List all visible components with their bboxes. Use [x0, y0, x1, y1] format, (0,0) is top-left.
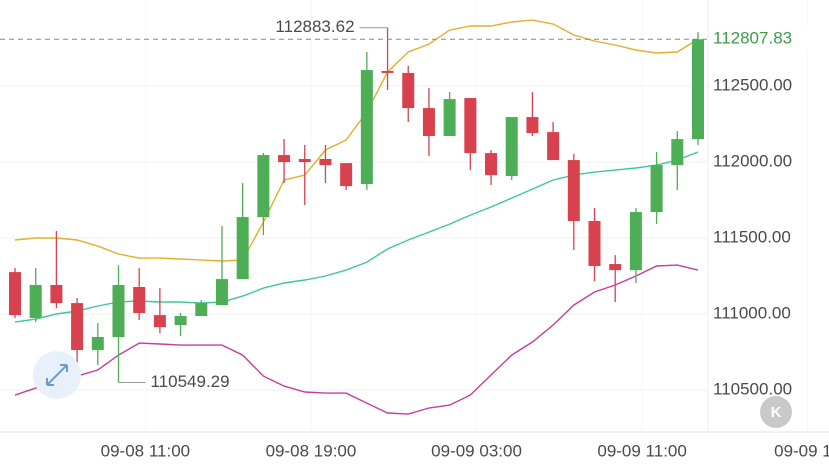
- k-button-label[interactable]: K: [771, 404, 782, 421]
- x-tick-label: 09-09 03:00: [431, 441, 522, 460]
- x-tick-label: 09-08 19:00: [266, 441, 357, 460]
- candle-body: [29, 285, 42, 318]
- candle-body: [319, 158, 332, 166]
- y-tick-label: 110500.00: [713, 380, 792, 399]
- x-tick-label: 09-09 11:00: [597, 441, 686, 460]
- candle-body: [402, 72, 415, 109]
- low-annotation: 110549.29: [150, 372, 229, 391]
- indicator-line: [14, 264, 699, 415]
- candle-body: [381, 70, 394, 73]
- candle-body: [71, 303, 84, 351]
- candle-body: [485, 153, 498, 176]
- candle-body: [174, 316, 187, 325]
- y-tick-label: 111500.00: [713, 228, 791, 247]
- candle-body: [505, 117, 518, 177]
- x-tick-label: 09-09 19: [774, 441, 829, 460]
- indicator-line: [14, 19, 699, 262]
- candle-body: [215, 279, 228, 306]
- candle-body: [567, 160, 580, 222]
- candles: [9, 27, 704, 383]
- candle-body: [9, 272, 22, 316]
- candle-body: [526, 117, 539, 134]
- candle-body: [112, 285, 125, 337]
- candle-body: [464, 98, 477, 154]
- candle-body: [153, 315, 166, 328]
- candle-body: [671, 139, 684, 166]
- candle-body: [195, 303, 208, 317]
- candle-body: [236, 217, 249, 280]
- candle-body: [133, 286, 146, 313]
- candle-body: [629, 212, 642, 271]
- grid: [0, 85, 708, 391]
- labels: 110500.00 111000.00 111500.00 112000.00 1125…: [0, 17, 829, 460]
- candle-body: [278, 155, 291, 163]
- indicator-lines: [14, 19, 699, 415]
- candle-body: [588, 221, 601, 267]
- candle-body: [547, 132, 560, 161]
- candle-body: [340, 163, 353, 187]
- candle-body: [360, 70, 373, 185]
- candle-body: [609, 264, 622, 271]
- candle-body: [422, 108, 435, 137]
- candle-body: [50, 285, 63, 304]
- candle-body: [298, 158, 311, 163]
- y-tick-label: 111000.00: [713, 304, 791, 323]
- candle-body: [691, 39, 704, 140]
- candle-body: [91, 336, 104, 351]
- candle-body: [650, 165, 663, 213]
- y-tick-label: 112500.00: [713, 76, 792, 95]
- high-annotation: 112883.62: [275, 17, 354, 36]
- candle-body: [257, 155, 270, 218]
- y-tick-label: 112000.00: [713, 152, 792, 171]
- last-price-label: 112807.83: [713, 29, 792, 48]
- x-tick-label: 09-08 11:00: [101, 441, 190, 460]
- last-price-bg: [709, 27, 829, 52]
- k-button[interactable]: K: [760, 396, 792, 428]
- indicator-line: [14, 151, 699, 323]
- candle-body: [443, 99, 456, 137]
- expand-button[interactable]: [33, 351, 81, 399]
